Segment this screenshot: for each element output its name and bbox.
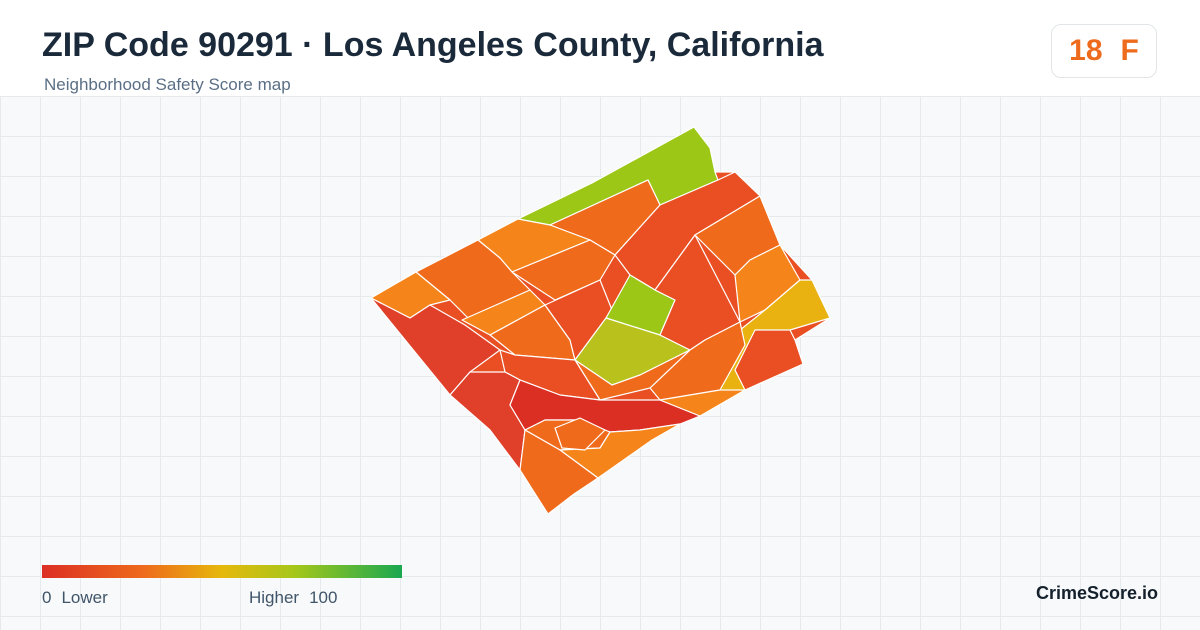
map-region[interactable] <box>449 371 526 471</box>
score-value: 18 <box>1069 34 1103 67</box>
map-region[interactable] <box>734 329 804 391</box>
header <box>0 0 1200 97</box>
map-region[interactable] <box>415 239 531 321</box>
map-region[interactable] <box>554 417 606 451</box>
map-region[interactable] <box>559 423 681 479</box>
page-title: ZIP Code 90291 · Los Angeles County, Cal… <box>42 26 824 64</box>
page-subtitle: Neighborhood Safety Score map <box>44 75 291 94</box>
score-badge: 18 F <box>1051 24 1157 78</box>
map-region[interactable] <box>511 239 616 301</box>
legend-max: Higher 100 <box>249 588 337 608</box>
map-region[interactable] <box>659 389 746 417</box>
legend-min-label: Lower <box>61 588 108 607</box>
legend-max-value: 100 <box>309 588 338 607</box>
legend-color-scale <box>42 565 402 578</box>
score-grade: F <box>1120 34 1139 67</box>
legend-min-value: 0 <box>42 588 52 607</box>
legend-min: 0 Lower <box>42 588 108 608</box>
brand-logo[interactable]: CrimeScore.io <box>1036 583 1159 603</box>
map-region[interactable] <box>519 429 599 515</box>
legend-max-label: Higher <box>249 588 300 607</box>
